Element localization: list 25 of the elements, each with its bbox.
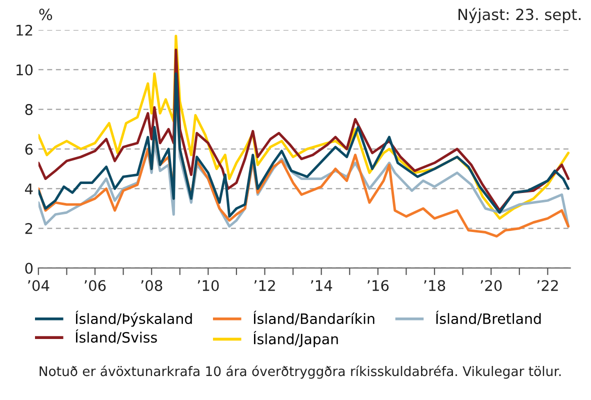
legend-label: Ísland/Bandaríkin — [254, 310, 374, 326]
legend-label: Ísland/Japan — [254, 331, 338, 348]
y-tick-label: 12 — [16, 24, 32, 36]
y-tick-label: 6 — [25, 144, 33, 155]
y-axis-title: % — [39, 8, 52, 20]
x-tick-label: ’06 — [84, 280, 106, 292]
x-tick-label: ’14 — [311, 280, 332, 291]
x-tick-label: ’08 — [141, 280, 162, 292]
y-tick-label: 0 — [25, 262, 33, 274]
legend-label: Ísland/Bretland — [436, 310, 541, 326]
legend-label: Ísland/Þýskaland — [76, 310, 192, 327]
x-tick-label: ’12 — [254, 280, 275, 291]
x-tick-label: ’04 — [28, 280, 50, 292]
y-tick-label: 2 — [25, 223, 32, 234]
x-tick-label: ’18 — [424, 280, 446, 292]
x-tick-label: ’22 — [537, 280, 558, 291]
y-tick-label: 4 — [24, 184, 33, 194]
x-tick-label: ’20 — [480, 280, 502, 292]
x-tick-label: ’16 — [368, 280, 389, 292]
y-tick-label: 8 — [25, 104, 33, 116]
x-tick-label: ’10 — [198, 280, 219, 292]
y-tick-label: 10 — [16, 64, 33, 76]
text: Notuð er ávöxtunarkrafa 10 ára óverðtryggðra ríkisskuldabréfa. Vikulegar tölur. — [40, 365, 561, 379]
chart-subtitle: Nýjast: 23. sept. — [458, 8, 580, 24]
legend-label: Ísland/Sviss — [76, 329, 157, 344]
